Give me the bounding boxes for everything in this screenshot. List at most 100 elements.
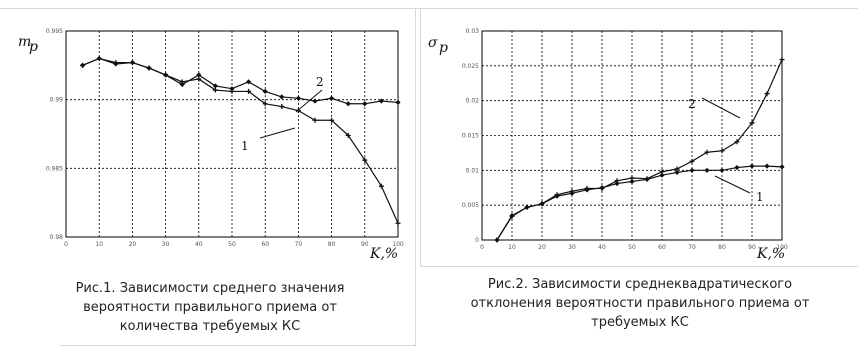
x-axis-label: K,% xyxy=(756,246,785,262)
x-tick-label: 50 xyxy=(628,244,636,251)
data-point xyxy=(179,81,185,88)
data-point xyxy=(674,169,680,176)
data-point xyxy=(584,185,590,191)
data-point xyxy=(329,117,335,123)
data-point xyxy=(704,149,710,155)
data-point xyxy=(689,167,695,173)
x-tick-label: 60 xyxy=(261,241,269,248)
data-point xyxy=(362,157,368,163)
x-tick-label: 40 xyxy=(195,241,203,248)
data-point xyxy=(749,163,755,169)
data-point xyxy=(229,88,235,94)
data-point xyxy=(229,86,235,92)
curve-label-leader xyxy=(295,89,323,113)
data-point xyxy=(295,108,301,114)
data-point xyxy=(113,60,119,66)
data-point xyxy=(246,88,252,94)
data-point xyxy=(378,183,384,189)
x-tick-label: 0 xyxy=(64,241,68,248)
data-point xyxy=(196,72,202,78)
chart-mean-probability: 0 10 20 30 40 50 60 70 80 90 100 0.98 0.985 0.99 0.995… xyxy=(18,28,404,262)
series-line-2 xyxy=(82,57,399,224)
data-point xyxy=(345,132,351,138)
data-point xyxy=(246,79,252,85)
x-tick-label: 20 xyxy=(129,241,137,248)
caption-line: отклонения вероятности правильного прием… xyxy=(470,296,810,311)
data-point xyxy=(779,164,785,170)
data-point xyxy=(554,192,560,198)
x-tick-label: 40 xyxy=(598,244,606,251)
data-point xyxy=(494,237,500,243)
data-point xyxy=(262,101,268,107)
caption-line: Рис.1. Зависимости среднего значения xyxy=(75,281,345,296)
y-axis-label: m xyxy=(18,34,31,50)
x-tick-label: 70 xyxy=(295,241,303,248)
caption-line: количества требуемых КС xyxy=(119,319,301,334)
x-tick-label: 50 xyxy=(228,241,236,248)
data-point xyxy=(659,169,665,175)
figure-1-caption: Рис.1. Зависимости среднего значения вер… xyxy=(12,279,408,341)
series-line-2 xyxy=(496,59,783,241)
data-point xyxy=(629,178,635,185)
x-tick-label: 80 xyxy=(718,244,726,251)
data-point xyxy=(779,57,785,63)
data-point xyxy=(674,166,680,172)
data-point xyxy=(614,180,620,187)
data-point xyxy=(146,65,152,71)
curve-label: 2 xyxy=(316,75,324,89)
data-point xyxy=(689,158,695,164)
caption-line: вероятности правильного приема от xyxy=(83,300,337,315)
data-point xyxy=(312,98,318,104)
data-point xyxy=(378,98,384,104)
data-point xyxy=(163,72,169,78)
data-point xyxy=(524,204,530,210)
curve-label: 1 xyxy=(241,139,249,153)
y-axis-label: σ xyxy=(428,35,438,51)
data-point xyxy=(569,188,575,194)
data-point xyxy=(629,175,635,181)
data-point xyxy=(262,88,268,95)
frame-bottom-line xyxy=(420,266,858,267)
data-point xyxy=(539,201,545,207)
y-tick-label: 0 xyxy=(475,237,479,244)
x-tick-label: 30 xyxy=(568,244,576,251)
caption-line: Рис.2. Зависимости среднеквадратического xyxy=(487,277,793,292)
curve-label: 2 xyxy=(688,97,696,111)
y-tick-label: 0.02 xyxy=(466,98,480,105)
data-point xyxy=(644,176,650,182)
x-tick-label: 100 xyxy=(776,244,788,251)
frame-top-line xyxy=(0,8,420,9)
data-point xyxy=(395,99,401,106)
y-tick-label: 0.005 xyxy=(462,202,479,209)
data-point xyxy=(279,94,285,100)
data-point xyxy=(764,163,770,169)
data-point xyxy=(362,101,368,107)
data-point xyxy=(212,83,218,89)
x-tick-label: 90 xyxy=(361,241,369,248)
y-tick-label: 0.01 xyxy=(466,167,480,174)
figure-2-panel: 0 10 20 30 40 50 60 70 80 90 100 0 0.005 0.01 0.015 0.0… xyxy=(420,0,858,347)
frame-bottom-line xyxy=(60,345,416,346)
data-point xyxy=(329,95,335,101)
curve-label-leader xyxy=(714,175,751,194)
frame-left-line xyxy=(420,8,421,266)
data-point xyxy=(599,185,605,191)
y-axis-label-subscript: p xyxy=(29,39,38,55)
data-point xyxy=(196,76,202,82)
data-point xyxy=(312,117,318,123)
y-tick-label: 0.995 xyxy=(46,28,63,35)
data-point xyxy=(764,91,770,97)
y-axis-label-subscript: p xyxy=(439,40,448,56)
curve-label-leader xyxy=(259,127,296,139)
frame-top-line xyxy=(420,8,858,9)
frame-right-line xyxy=(415,8,416,346)
data-point xyxy=(279,104,285,110)
x-axis-label: K,% xyxy=(369,246,398,262)
x-tick-label: 90 xyxy=(748,244,756,251)
data-point xyxy=(179,79,185,85)
curve-label: 1 xyxy=(756,190,764,204)
x-tick-label: 30 xyxy=(162,241,170,248)
x-tick-label: 20 xyxy=(538,244,546,251)
x-tick-label: 70 xyxy=(688,244,696,251)
data-point xyxy=(295,95,301,101)
